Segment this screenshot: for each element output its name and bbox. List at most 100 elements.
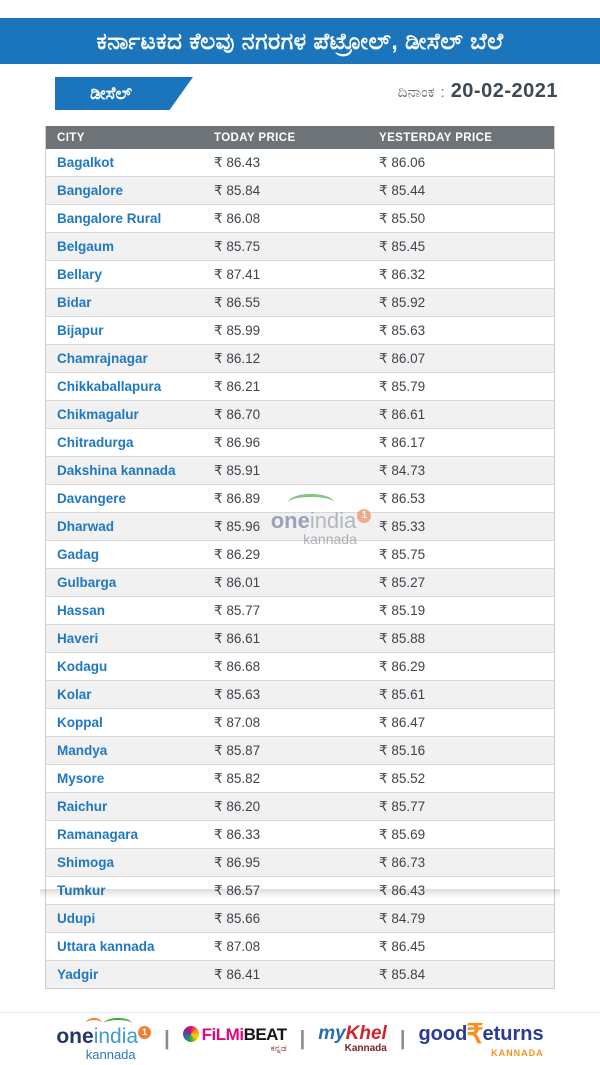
yesterday-price-value: ₹ 86.32 <box>379 266 426 282</box>
yesterday-price-value: ₹ 85.19 <box>379 602 426 618</box>
table-row: Chikmagalur ₹ 86.70 ₹ 86.61 <box>46 401 554 429</box>
table-row: Kolar ₹ 85.63 ₹ 85.61 <box>46 681 554 709</box>
oneindia-kannada-logo[interactable]: oneindia 1 kannada <box>56 1017 152 1061</box>
today-price-value: ₹ 86.55 <box>214 294 261 310</box>
fuel-tab-diesel[interactable]: ಡೀಸೆಲ್ <box>55 77 193 110</box>
yesterday-price-value: ₹ 85.75 <box>379 546 426 562</box>
city-link[interactable]: Davangere <box>57 491 127 506</box>
price-table-body: Bagalkot ₹ 86.43 ₹ 86.06 Bangalore ₹ 85.… <box>46 149 554 988</box>
table-row: Bellary ₹ 87.41 ₹ 86.32 <box>46 261 554 289</box>
city-link[interactable]: Chamrajnagar <box>57 351 148 366</box>
today-price-value: ₹ 85.63 <box>214 686 261 702</box>
today-price-value: ₹ 86.95 <box>214 854 261 870</box>
yesterday-price-value: ₹ 86.17 <box>379 434 426 450</box>
table-row: Chikkaballapura ₹ 86.21 ₹ 85.79 <box>46 373 554 401</box>
city-link[interactable]: Raichur <box>57 799 108 814</box>
yesterday-price-value: ₹ 84.73 <box>379 462 426 478</box>
city-link[interactable]: Yadgir <box>57 967 99 982</box>
city-link[interactable]: Hassan <box>57 603 106 618</box>
table-row: Yadgir ₹ 86.41 ₹ 85.84 <box>46 961 554 988</box>
today-price-value: ₹ 85.75 <box>214 238 261 254</box>
today-price-value: ₹ 86.41 <box>214 966 261 982</box>
table-row: Koppal ₹ 87.08 ₹ 86.47 <box>46 709 554 737</box>
yesterday-price-value: ₹ 84.79 <box>379 910 426 926</box>
fuel-tab-label: ಡೀಸೆಲ್ <box>90 83 132 103</box>
city-link[interactable]: Uttara kannada <box>57 939 155 954</box>
city-link[interactable]: Belgaum <box>57 239 115 254</box>
today-price-value: ₹ 86.20 <box>214 798 261 814</box>
yesterday-price-value: ₹ 85.52 <box>379 770 426 786</box>
yesterday-price-value: ₹ 86.61 <box>379 406 426 422</box>
yesterday-price-value: ₹ 86.43 <box>379 882 426 898</box>
yesterday-price-value: ₹ 86.73 <box>379 854 426 870</box>
footer-separator: | <box>299 1027 306 1050</box>
city-link[interactable]: Mysore <box>57 771 105 786</box>
today-price-value: ₹ 86.43 <box>214 154 261 170</box>
city-link[interactable]: Koppal <box>57 715 103 730</box>
filmibeat-filmi-text: FiLMi <box>201 1024 244 1044</box>
city-link[interactable]: Haveri <box>57 631 99 646</box>
filmibeat-pinwheel-icon <box>182 1026 199 1042</box>
yesterday-price-value: ₹ 85.61 <box>379 686 426 702</box>
today-price-value: ₹ 86.89 <box>214 490 261 506</box>
page-title: ಕರ್ನಾಟಕದ ಕೆಲವು ನಗರಗಳ ಪೆಟ್ರೋಲ್, ಡೀಸೆಲ್ ಬೆ… <box>0 18 600 64</box>
city-link[interactable]: Dakshina kannada <box>57 463 176 478</box>
city-link[interactable]: Tumkur <box>57 883 106 898</box>
city-link[interactable]: Chikmagalur <box>57 407 139 422</box>
yesterday-price-value: ₹ 86.07 <box>379 350 426 366</box>
city-link[interactable]: Mandya <box>57 743 108 758</box>
yesterday-price-value: ₹ 85.84 <box>379 966 426 982</box>
column-header-city: CITY <box>57 131 85 144</box>
city-link[interactable]: Bijapur <box>57 323 104 338</box>
city-link[interactable]: Bangalore Rural <box>57 211 162 226</box>
city-link[interactable]: Udupi <box>57 911 96 926</box>
today-price-value: ₹ 87.41 <box>214 266 261 282</box>
column-header-today-price: TODAY PRICE <box>214 131 296 144</box>
city-link[interactable]: Gulbarga <box>57 575 117 590</box>
footer-brand-strip: oneindia 1 kannada | FiLMi BEAT ಕನ್ನಡ | m… <box>0 1012 600 1065</box>
today-price-value: ₹ 86.70 <box>214 406 261 422</box>
yesterday-price-value: ₹ 85.33 <box>379 518 426 534</box>
filmibeat-subtitle: ಕನ್ನಡ <box>270 1042 287 1053</box>
yesterday-price-value: ₹ 85.27 <box>379 574 426 590</box>
city-link[interactable]: Kolar <box>57 687 92 702</box>
goodreturns-good-text: good <box>418 1023 468 1045</box>
city-link[interactable]: Bellary <box>57 267 103 282</box>
table-row: Dharwad ₹ 85.96 ₹ 85.33 <box>46 513 554 541</box>
table-row: Bijapur ₹ 85.99 ₹ 85.63 <box>46 317 554 345</box>
today-price-value: ₹ 87.08 <box>214 938 261 954</box>
filmibeat-logo[interactable]: FiLMi BEAT ಕನ್ನಡ <box>182 1024 287 1053</box>
table-row: Haveri ₹ 86.61 ₹ 85.88 <box>46 625 554 653</box>
today-price-value: ₹ 85.66 <box>214 910 261 926</box>
city-link[interactable]: Kodagu <box>57 659 108 674</box>
today-price-value: ₹ 86.29 <box>214 546 261 562</box>
table-row: Davangere ₹ 86.89 ₹ 86.53 <box>46 485 554 513</box>
mykhel-logo[interactable]: myKhel Kannada <box>318 1024 387 1054</box>
today-price-value: ₹ 86.08 <box>214 210 261 226</box>
today-price-value: ₹ 85.87 <box>214 742 261 758</box>
date-label: ದಿನಾಂಕ <box>397 84 435 101</box>
yesterday-price-value: ₹ 86.45 <box>379 938 426 954</box>
city-link[interactable]: Chitradurga <box>57 435 134 450</box>
city-link[interactable]: Ramanagara <box>57 827 139 842</box>
today-price-value: ₹ 85.96 <box>214 518 261 534</box>
footer-separator: | <box>399 1027 406 1050</box>
city-link[interactable]: Shimoga <box>57 855 115 870</box>
city-link[interactable]: Bangalore <box>57 183 124 198</box>
yesterday-price-value: ₹ 85.63 <box>379 322 426 338</box>
city-link[interactable]: Chikkaballapura <box>57 379 162 394</box>
city-link[interactable]: Gadag <box>57 547 100 562</box>
yesterday-price-value: ₹ 86.47 <box>379 714 426 730</box>
oneindia-arcs-icon <box>85 1017 132 1029</box>
yesterday-price-value: ₹ 86.29 <box>379 658 426 674</box>
table-row: Shimoga ₹ 86.95 ₹ 86.73 <box>46 849 554 877</box>
today-price-value: ₹ 86.96 <box>214 434 261 450</box>
city-link[interactable]: Bidar <box>57 295 92 310</box>
yesterday-price-value: ₹ 85.50 <box>379 210 426 226</box>
city-link[interactable]: Dharwad <box>57 519 115 534</box>
date-line: ದಿನಾಂಕ : 20-02-2021 <box>398 80 558 103</box>
today-price-value: ₹ 86.68 <box>214 658 261 674</box>
table-row: Bidar ₹ 86.55 ₹ 85.92 <box>46 289 554 317</box>
city-link[interactable]: Bagalkot <box>57 155 115 170</box>
goodreturns-logo[interactable]: good ₹ eturns KANNADA <box>418 1020 543 1058</box>
